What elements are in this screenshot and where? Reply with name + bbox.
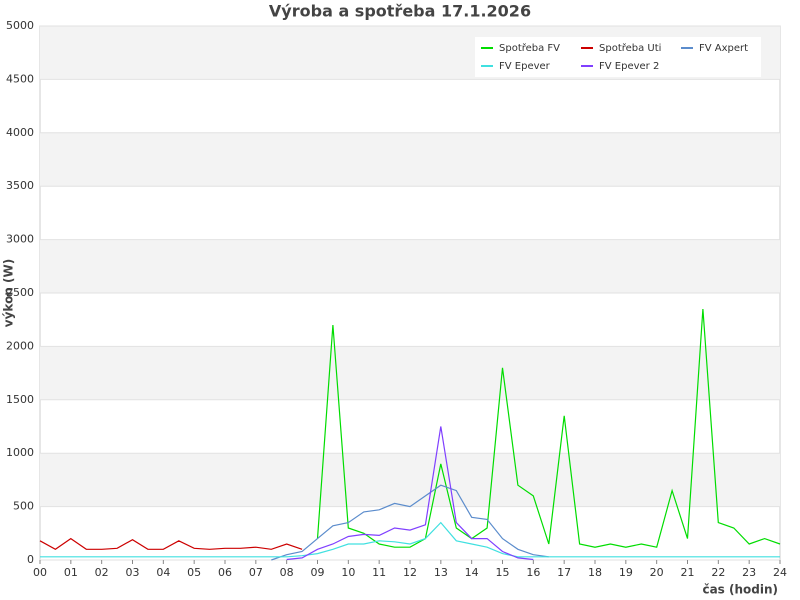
x-tick-label: 04 [156, 566, 170, 579]
legend-box [475, 37, 761, 77]
x-axis-label: čas (hodin) [702, 583, 778, 597]
y-tick-label: 2500 [6, 286, 34, 299]
legend-label: FV Axpert [699, 43, 748, 54]
legend-label: FV Epever [499, 61, 551, 72]
x-tick-label: 19 [619, 566, 633, 579]
y-axis-label: výkon (W) [2, 259, 16, 327]
series-line [286, 426, 534, 561]
x-tick-label: 03 [126, 566, 140, 579]
series-line [40, 521, 780, 558]
y-tick-label: 3000 [6, 233, 34, 246]
y-tick-label: 4500 [6, 72, 34, 85]
x-tick-label: 10 [341, 566, 355, 579]
x-tick-label: 02 [95, 566, 109, 579]
series-line [271, 484, 549, 561]
grid-band [40, 453, 780, 507]
x-tick-label: 09 [311, 566, 325, 579]
x-tick-label: 14 [465, 566, 479, 579]
x-tick-label: 12 [403, 566, 417, 579]
x-tick-label: 06 [218, 566, 232, 579]
x-tick-label: 01 [64, 566, 78, 579]
y-tick-label: 4000 [6, 126, 34, 139]
y-tick-label: 1000 [6, 446, 34, 459]
x-tick-label: 05 [187, 566, 201, 579]
x-tick-label: 11 [372, 566, 386, 579]
x-tick-label: 20 [650, 566, 664, 579]
y-tick-label: 5000 [6, 19, 34, 32]
x-tick-label: 15 [496, 566, 510, 579]
grid-band [40, 132, 780, 187]
x-tick-label: 18 [588, 566, 602, 579]
y-tick-label: 1500 [6, 393, 34, 406]
y-tick-label: 0 [27, 553, 34, 566]
grid-band [40, 239, 780, 293]
y-tick-label: 2000 [6, 339, 34, 352]
legend-label: Spotřeba Uti [599, 42, 661, 54]
x-tick-label: 17 [557, 566, 571, 579]
x-tick-label: 16 [526, 566, 540, 579]
x-tick-label: 23 [742, 566, 756, 579]
legend-label: Spotřeba FV [499, 42, 560, 54]
series-line [39, 537, 303, 551]
x-tick-label: 07 [249, 566, 263, 579]
x-tick-label: 24 [773, 566, 787, 579]
series-line [316, 308, 781, 548]
chart-title: Výroba a spotřeba 17.1.2026 [269, 2, 531, 21]
grid-band [40, 346, 780, 400]
y-tick-label: 3500 [6, 179, 34, 192]
x-tick-label: 21 [681, 566, 695, 579]
legend-label: FV Epever 2 [599, 61, 659, 72]
x-tick-label: 13 [434, 566, 448, 579]
x-tick-label: 08 [280, 566, 294, 579]
y-tick-label: 500 [13, 500, 34, 513]
x-tick-label: 00 [33, 566, 47, 579]
x-tick-label: 22 [711, 566, 725, 579]
